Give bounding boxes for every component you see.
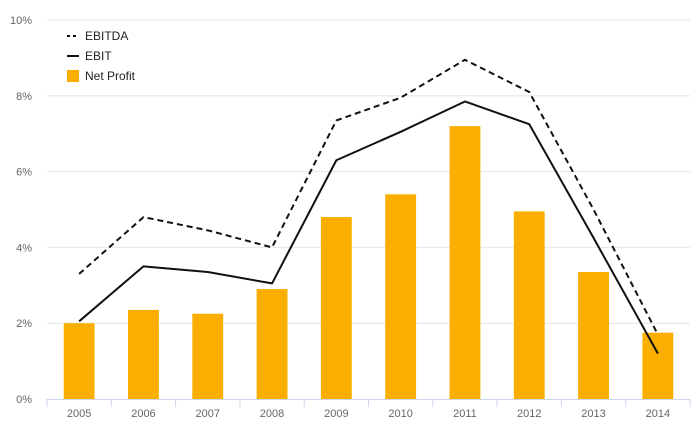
y-tick-label: 8% bbox=[16, 91, 32, 103]
x-tick-label: 2010 bbox=[388, 408, 412, 420]
legend: EBITDA EBIT Net Profit bbox=[67, 29, 136, 83]
x-tick-label: 2011 bbox=[453, 408, 477, 420]
net-profit-bar bbox=[63, 323, 95, 399]
net-profit-bar bbox=[320, 217, 352, 399]
line-series bbox=[78, 58, 659, 355]
x-tick-label: 2006 bbox=[131, 408, 155, 420]
net-profit-bars bbox=[63, 126, 674, 400]
y-tick-label: 0% bbox=[16, 394, 32, 406]
y-tick-label: 2% bbox=[16, 318, 32, 330]
net-profit-bar bbox=[192, 313, 224, 399]
ebitda-legend-label: EBITDA bbox=[85, 29, 128, 43]
ebit-legend-label: EBIT bbox=[85, 49, 112, 63]
net-profit-legend-symbol bbox=[67, 70, 79, 82]
x-tick-label: 2014 bbox=[646, 408, 670, 420]
net-profit-bar bbox=[256, 289, 288, 399]
y-tick-label: 4% bbox=[16, 242, 32, 254]
net-profit-bar bbox=[385, 194, 417, 399]
net-profit-legend-label: Net Profit bbox=[85, 69, 136, 83]
net-profit-bar bbox=[578, 272, 609, 399]
x-tick-label: 2007 bbox=[196, 408, 220, 420]
net-profit-bar bbox=[128, 309, 159, 399]
ebit-line bbox=[78, 100, 659, 355]
y-tick-label: 10% bbox=[10, 15, 32, 27]
x-tick-label: 2012 bbox=[517, 408, 541, 420]
ebitda-line bbox=[78, 58, 659, 336]
x-tick-label: 2013 bbox=[581, 408, 605, 420]
net-profit-bar bbox=[642, 332, 674, 399]
axes: 0% 2% 4% 6% 8% 10% 2005 2006 2007 2008 2009 2010 201… bbox=[10, 15, 691, 420]
net-profit-bar bbox=[513, 211, 545, 399]
x-tick-label: 2008 bbox=[260, 408, 284, 420]
x-tick-label: 2005 bbox=[67, 408, 91, 420]
net-profit-bar bbox=[449, 126, 481, 400]
x-tick-label: 2009 bbox=[324, 408, 348, 420]
y-tick-label: 6% bbox=[16, 167, 32, 179]
